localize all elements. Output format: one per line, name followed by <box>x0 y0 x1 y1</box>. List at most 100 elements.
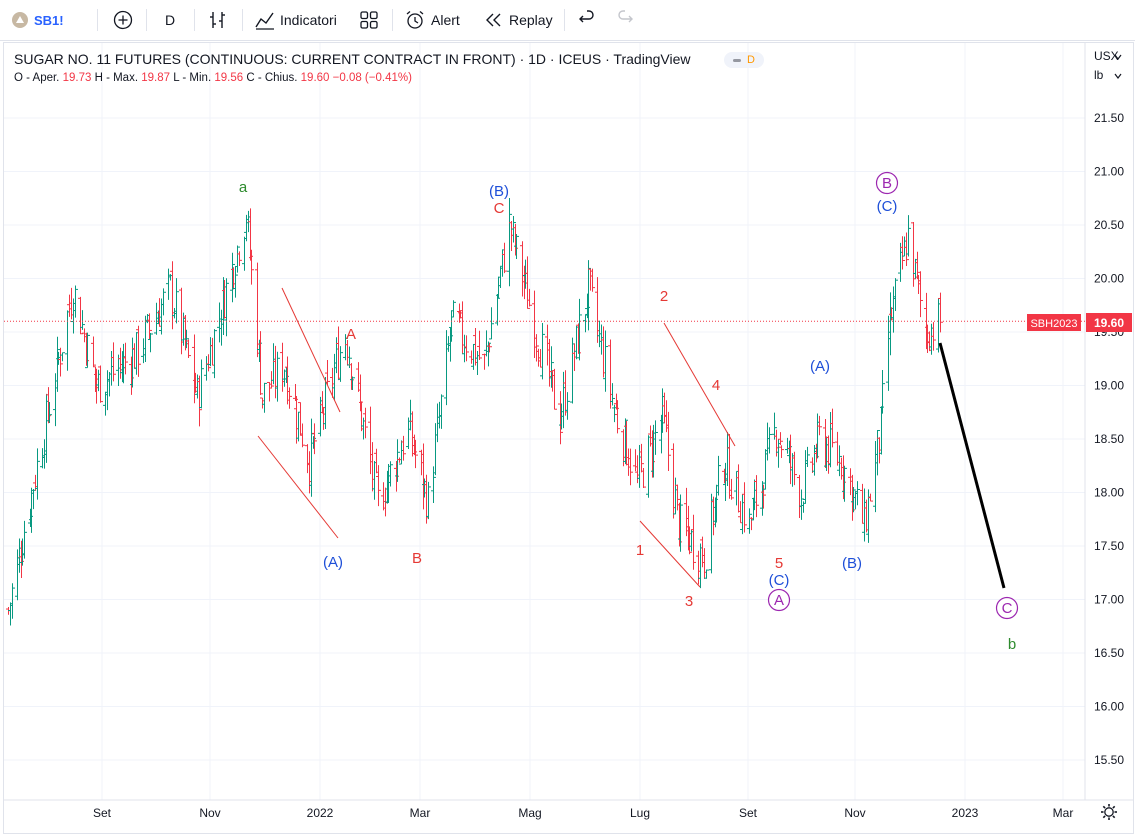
ohlc-bar <box>78 296 83 335</box>
symbol-search-button[interactable]: SB1! <box>12 0 64 40</box>
price-tick-label: 19.00 <box>1094 379 1124 393</box>
ohlc-bar <box>451 300 456 318</box>
alert-button[interactable]: Alert <box>404 0 460 40</box>
ohlc-bar <box>900 236 905 270</box>
ohlc-bar <box>586 260 591 331</box>
ohlc-bar <box>742 482 747 533</box>
minus-icon <box>733 58 742 62</box>
ohlc-bar <box>716 455 721 496</box>
undo-icon <box>579 10 594 23</box>
chevron-down-icon <box>1114 73 1122 79</box>
chart-type-button[interactable] <box>207 0 229 40</box>
ohlc-bar <box>527 288 532 307</box>
ohlc-bar <box>300 423 305 448</box>
ohlc-bar <box>938 292 943 333</box>
toolbar-divider <box>242 9 243 31</box>
ohlc-bar <box>199 359 204 409</box>
indicators-button[interactable]: Indicatori <box>254 0 337 40</box>
trendline[interactable] <box>663 322 736 447</box>
ohlc-bar <box>65 310 70 371</box>
time-tick-label: Lug <box>630 806 650 820</box>
ohlc-bar <box>58 347 63 377</box>
ohlc-bar <box>439 394 444 429</box>
projection-line[interactable] <box>938 342 1006 589</box>
ohlc-bar <box>237 251 242 266</box>
ohlc-bar <box>830 408 835 448</box>
price-axis-units[interactable]: USX lb <box>1094 49 1122 82</box>
redo-button[interactable] <box>614 0 636 40</box>
ohlc-bar <box>911 222 916 287</box>
ohlc-bar <box>233 266 238 298</box>
undo-button[interactable] <box>576 0 598 40</box>
ohlc-bar <box>123 342 128 375</box>
price-tick-label: 15.50 <box>1094 753 1124 767</box>
ohlc-bar <box>511 215 516 243</box>
ohlc-bar <box>751 497 756 521</box>
wave-label: (A) <box>323 554 343 571</box>
ohlc-bar <box>60 352 65 362</box>
unit-label: lb <box>1094 68 1104 82</box>
compare-add-button[interactable] <box>112 0 134 40</box>
ohlc-bar <box>10 583 15 619</box>
time-tick-label: Nov <box>844 806 865 820</box>
open-value: 19.73 <box>62 72 92 84</box>
ohlc-bar <box>148 332 153 353</box>
wave-label: A <box>774 592 784 609</box>
ohlc-bar <box>893 278 898 311</box>
trendline[interactable] <box>639 520 701 588</box>
time-tick-label: Mar <box>410 806 431 820</box>
toolbar-divider <box>564 9 565 31</box>
ohlc-bar <box>842 465 847 502</box>
price-tick-label: 17.00 <box>1094 593 1124 607</box>
ohlc-bar <box>73 285 78 318</box>
wave-circle <box>995 596 1019 620</box>
indicators-icon <box>255 12 274 30</box>
wave-circle <box>767 588 791 612</box>
low-label: L - Min. <box>173 72 212 84</box>
data-status-badge[interactable]: D <box>724 52 764 68</box>
trendline[interactable] <box>281 287 341 413</box>
ohlc-bar <box>778 432 783 446</box>
ohlc-bar <box>376 465 381 507</box>
ohlc-bar <box>98 365 103 403</box>
settings-gear-icon[interactable] <box>1101 804 1117 820</box>
ohlc-bar <box>565 392 570 420</box>
wave-label: 3 <box>685 593 693 610</box>
last-price-badge: SBH2023 19.60 <box>1027 313 1132 332</box>
time-tick-label: 2022 <box>307 806 334 820</box>
ohlc-bar <box>184 329 189 349</box>
ohlc-bar <box>760 481 765 516</box>
ohlc-bar <box>590 268 595 292</box>
ohlc-bar <box>534 334 539 362</box>
templates-button[interactable] <box>358 0 380 40</box>
ohlc-bar <box>293 383 298 401</box>
wave-label: 1 <box>636 542 644 559</box>
ohlc-bar <box>639 443 644 473</box>
close-label: C - Chius. <box>246 72 298 84</box>
interval-button[interactable]: D <box>165 0 175 40</box>
ohlc-bar <box>868 493 873 502</box>
ohlc-bar <box>338 346 343 382</box>
price-tick-label: 18.50 <box>1094 432 1124 446</box>
ohlc-bar <box>477 330 482 360</box>
open-label: O - Aper. <box>14 72 60 84</box>
ohlc-legend: O - Aper. 19.73 H - Max. 19.87 L - Min. … <box>14 72 412 84</box>
ohlc-bar <box>170 261 175 330</box>
ohlc-bar <box>206 354 211 372</box>
wave-label: B <box>882 175 892 192</box>
ohlc-bar <box>552 368 557 410</box>
price-tick-label: 17.50 <box>1094 539 1124 553</box>
ohlc-bar <box>28 508 33 527</box>
ohlc-bar <box>275 351 280 402</box>
chart-legend-title[interactable]: SUGAR NO. 11 FUTURES (CONTINUOUS: CURREN… <box>14 51 691 67</box>
chart-pane[interactable] <box>3 42 1134 834</box>
replay-button[interactable]: Replay <box>483 0 553 40</box>
ohlc-bar <box>779 445 784 458</box>
ohlc-bar <box>687 526 692 555</box>
elliott-wave-drawings <box>257 287 1006 589</box>
trendline[interactable] <box>257 435 339 539</box>
ohlc-bar <box>691 514 696 570</box>
ohlc-bar <box>249 249 254 285</box>
ohlc-bar <box>363 407 368 439</box>
